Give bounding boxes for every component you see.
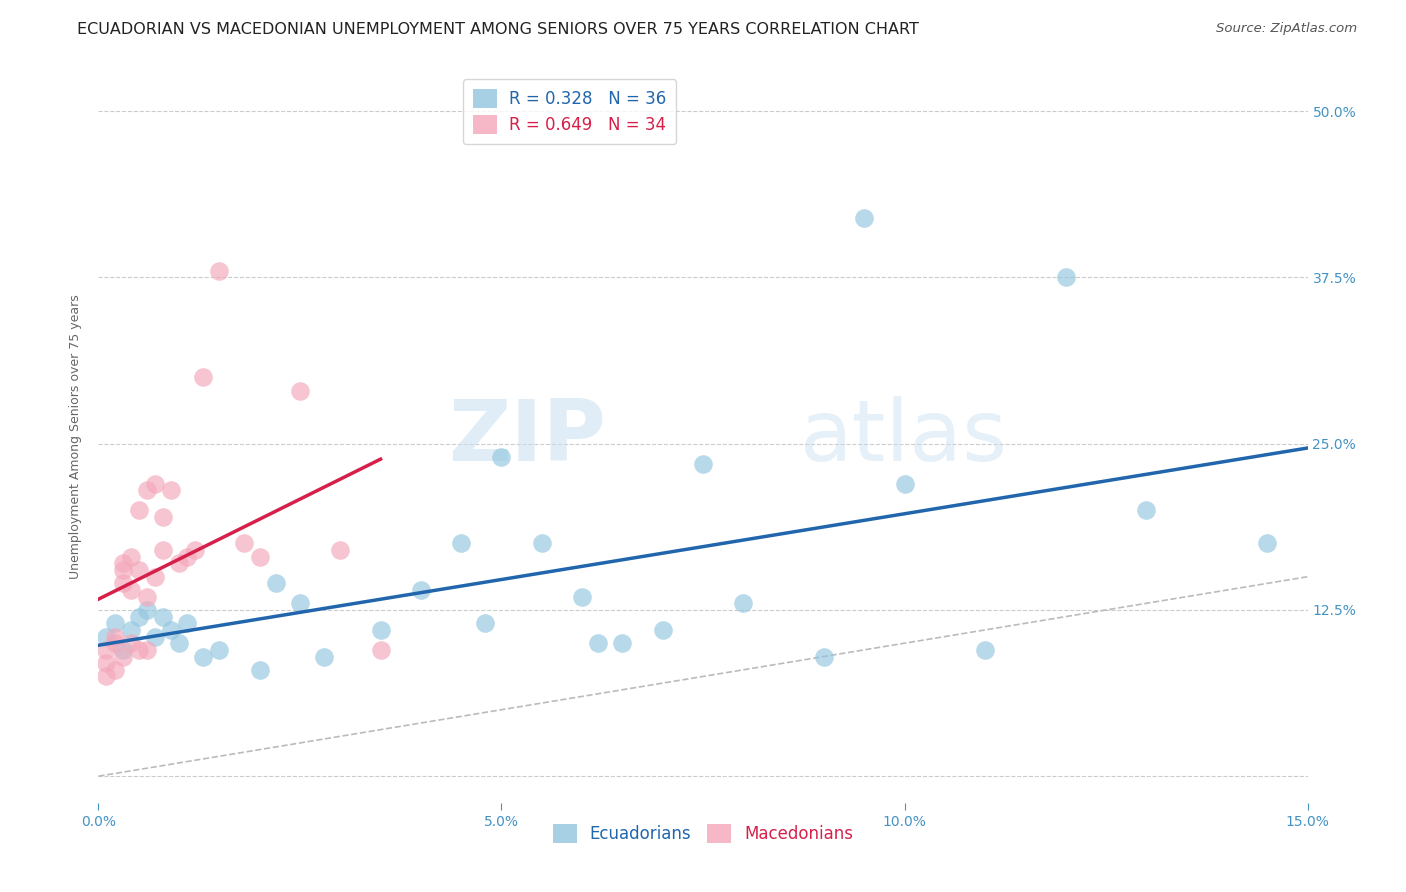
Point — [288, 596, 311, 610]
Point — [120, 623, 142, 637]
Point — [103, 663, 125, 677]
Point — [128, 643, 150, 657]
Point — [314, 649, 336, 664]
Point — [152, 609, 174, 624]
Point — [135, 603, 157, 617]
Point — [474, 616, 496, 631]
Point — [160, 483, 183, 498]
Point — [193, 649, 215, 664]
Point — [249, 663, 271, 677]
Point — [103, 636, 125, 650]
Point — [128, 563, 150, 577]
Point — [152, 509, 174, 524]
Point — [111, 649, 134, 664]
Point — [974, 643, 997, 657]
Point — [167, 636, 190, 650]
Point — [612, 636, 634, 650]
Point — [329, 543, 352, 558]
Point — [853, 211, 876, 225]
Point — [111, 643, 134, 657]
Text: ECUADORIAN VS MACEDONIAN UNEMPLOYMENT AMONG SENIORS OVER 75 YEARS CORRELATION CH: ECUADORIAN VS MACEDONIAN UNEMPLOYMENT AM… — [77, 22, 920, 37]
Point — [152, 543, 174, 558]
Point — [103, 630, 125, 644]
Point — [288, 384, 311, 398]
Point — [208, 264, 231, 278]
Point — [232, 536, 254, 550]
Point — [813, 649, 835, 664]
Point — [491, 450, 513, 464]
Point — [120, 582, 142, 597]
Point — [409, 582, 432, 597]
Point — [733, 596, 755, 610]
Point — [103, 616, 125, 631]
Point — [692, 457, 714, 471]
Point — [176, 616, 198, 631]
Point — [184, 543, 207, 558]
Point — [120, 636, 142, 650]
Point — [96, 656, 118, 670]
Point — [1135, 503, 1157, 517]
Point — [893, 476, 915, 491]
Point — [1054, 270, 1077, 285]
Point — [135, 643, 157, 657]
Point — [96, 630, 118, 644]
Text: ZIP: ZIP — [449, 395, 606, 479]
Point — [249, 549, 271, 564]
Point — [96, 669, 118, 683]
Point — [193, 370, 215, 384]
Point — [96, 643, 118, 657]
Point — [1256, 536, 1278, 550]
Point — [111, 563, 134, 577]
Point — [450, 536, 472, 550]
Point — [264, 576, 287, 591]
Point — [370, 643, 392, 657]
Point — [128, 503, 150, 517]
Point — [571, 590, 593, 604]
Y-axis label: Unemployment Among Seniors over 75 years: Unemployment Among Seniors over 75 years — [69, 294, 83, 580]
Point — [143, 476, 166, 491]
Point — [143, 630, 166, 644]
Text: Source: ZipAtlas.com: Source: ZipAtlas.com — [1216, 22, 1357, 36]
Point — [586, 636, 609, 650]
Point — [208, 643, 231, 657]
Point — [160, 623, 183, 637]
Point — [143, 570, 166, 584]
Point — [111, 557, 134, 571]
Point — [530, 536, 553, 550]
Point — [176, 549, 198, 564]
Point — [128, 609, 150, 624]
Point — [167, 557, 190, 571]
Point — [370, 623, 392, 637]
Point — [120, 549, 142, 564]
Point — [135, 590, 157, 604]
Legend: Ecuadorians, Macedonians: Ecuadorians, Macedonians — [547, 817, 859, 850]
Point — [111, 576, 134, 591]
Text: atlas: atlas — [800, 395, 1008, 479]
Point — [651, 623, 673, 637]
Point — [135, 483, 157, 498]
